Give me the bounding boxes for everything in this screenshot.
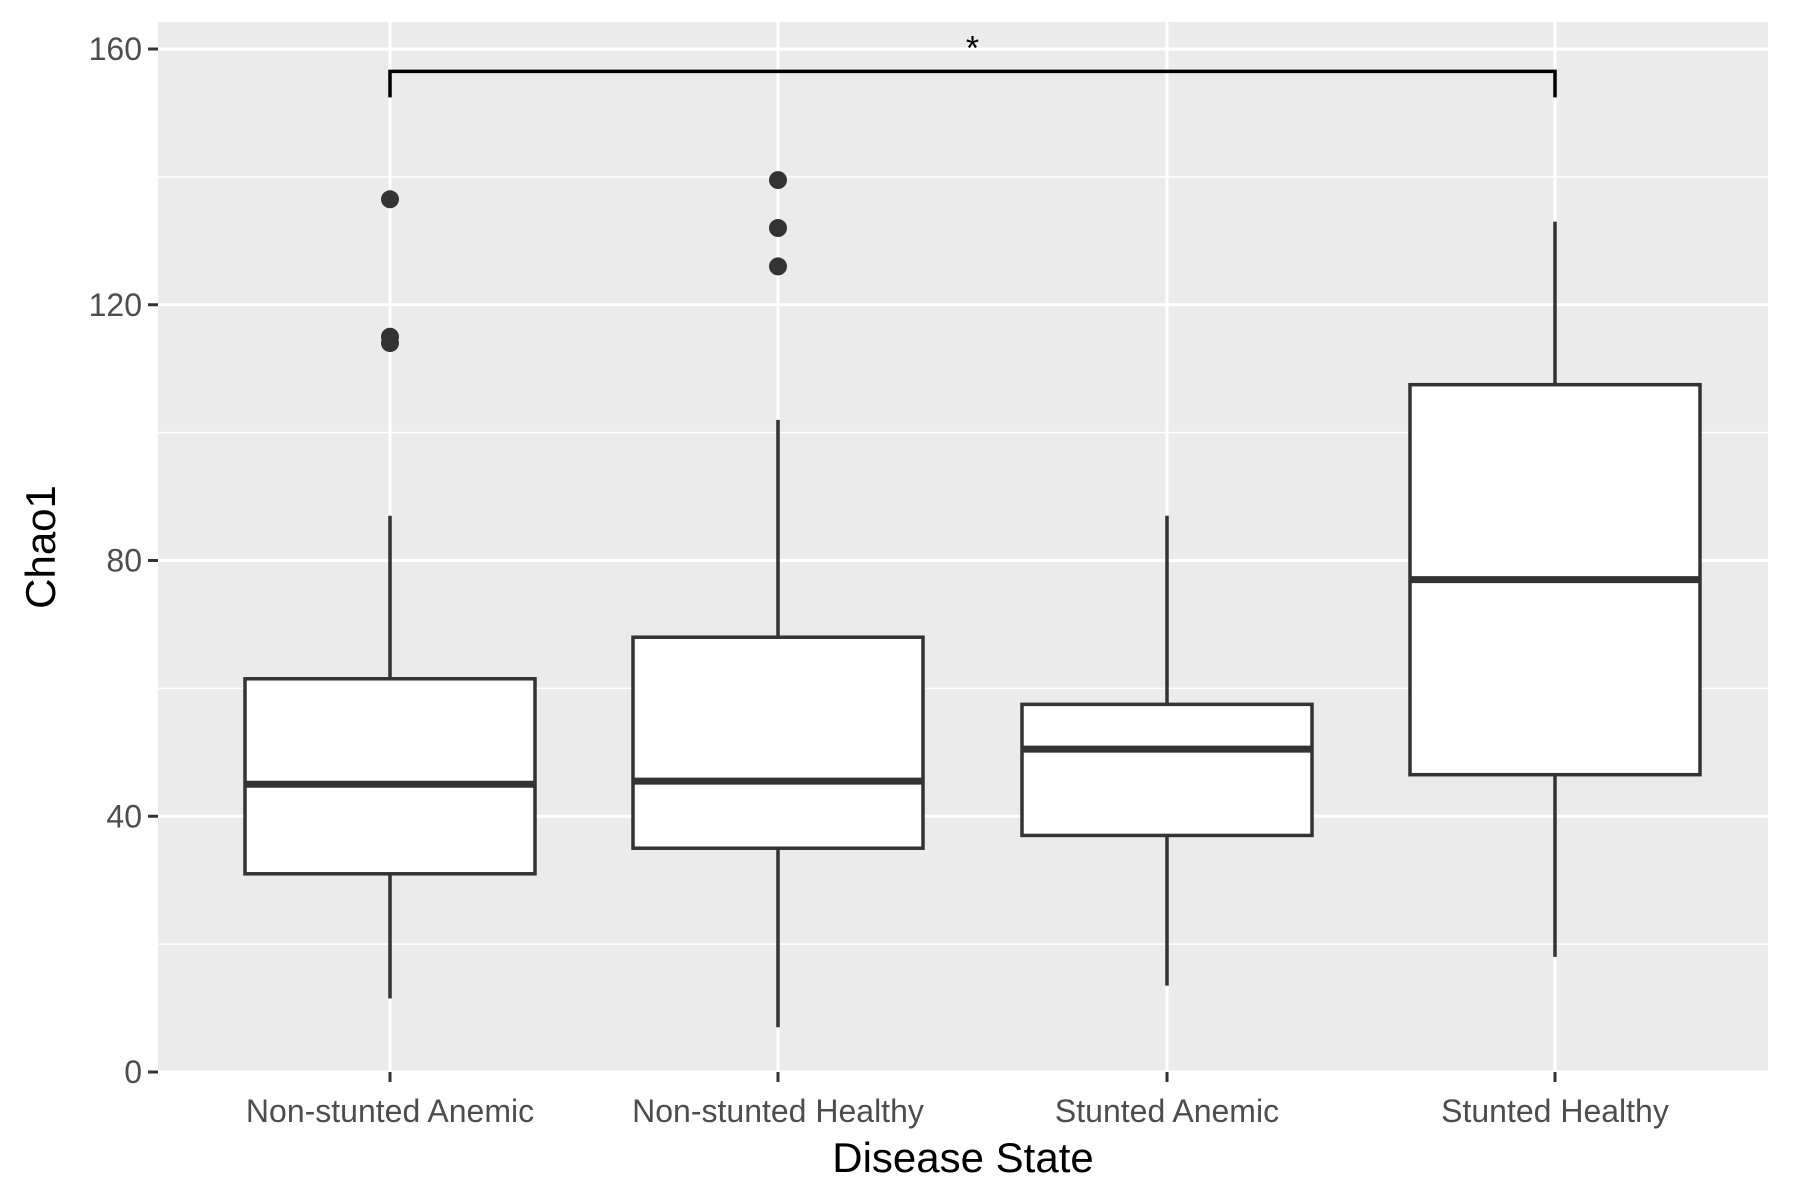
boxplots [243, 171, 1702, 1028]
boxplot [631, 171, 925, 1028]
x-axis-title: Disease State [832, 1134, 1093, 1181]
boxplot [1408, 221, 1702, 957]
x-tick-label: Stunted Healthy [1441, 1093, 1669, 1129]
y-axis-title: Chao1 [17, 485, 64, 609]
boxplot [1020, 515, 1314, 986]
axis-ticks: 0 40 80 120 160 Non-stunted Anemic Non-stunted… [89, 31, 1669, 1129]
y-tick-label: 120 [89, 287, 142, 323]
outlier-point [381, 190, 399, 209]
x-tick-label: Non-stunted Anemic [246, 1093, 534, 1129]
outlier-point [381, 334, 399, 353]
y-tick-label: 160 [89, 31, 142, 67]
boxplot [243, 190, 537, 999]
y-tick-label: 80 [106, 543, 142, 579]
x-tick-label: Non-stunted Healthy [632, 1093, 924, 1129]
significance-bracket [388, 69, 1557, 98]
x-tick-label: Stunted Anemic [1055, 1093, 1279, 1129]
box-iqr [631, 635, 925, 850]
box-iqr [243, 677, 537, 876]
y-tick-label: 40 [106, 798, 142, 834]
outlier-point [769, 219, 787, 238]
significance-brackets: * [388, 29, 1557, 98]
box-iqr [1020, 702, 1314, 838]
y-tick-label: 0 [124, 1054, 142, 1090]
significance-label: * [966, 29, 979, 67]
outlier-point [769, 171, 787, 190]
outlier-point [769, 257, 787, 276]
